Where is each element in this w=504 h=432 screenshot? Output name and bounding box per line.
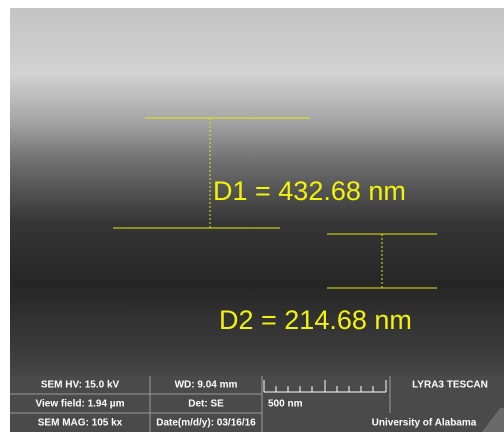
measurement-label: D1 = 432.68 nm [213, 176, 406, 206]
measurement-label: D2 = 214.68 nm [219, 305, 412, 335]
info-text: Det: SE [188, 399, 224, 410]
info-text: Date(m/d/y): 03/16/16 [156, 418, 256, 429]
sem-screenshot: D1 = 432.68 nm D2 = 214.68 nm SEM HV: 15… [0, 0, 504, 432]
info-text: View field: 1.94 µm [36, 399, 125, 410]
info-text: SEM MAG: 105 kx [38, 418, 123, 429]
info-text: LYRA3 TESCAN [412, 380, 488, 391]
info-text: SEM HV: 15.0 kV [41, 380, 120, 391]
info-text: WD: 9.04 mm [175, 380, 238, 391]
info-text: University of Alabama [372, 418, 477, 429]
info-text: 500 nm [268, 399, 303, 410]
